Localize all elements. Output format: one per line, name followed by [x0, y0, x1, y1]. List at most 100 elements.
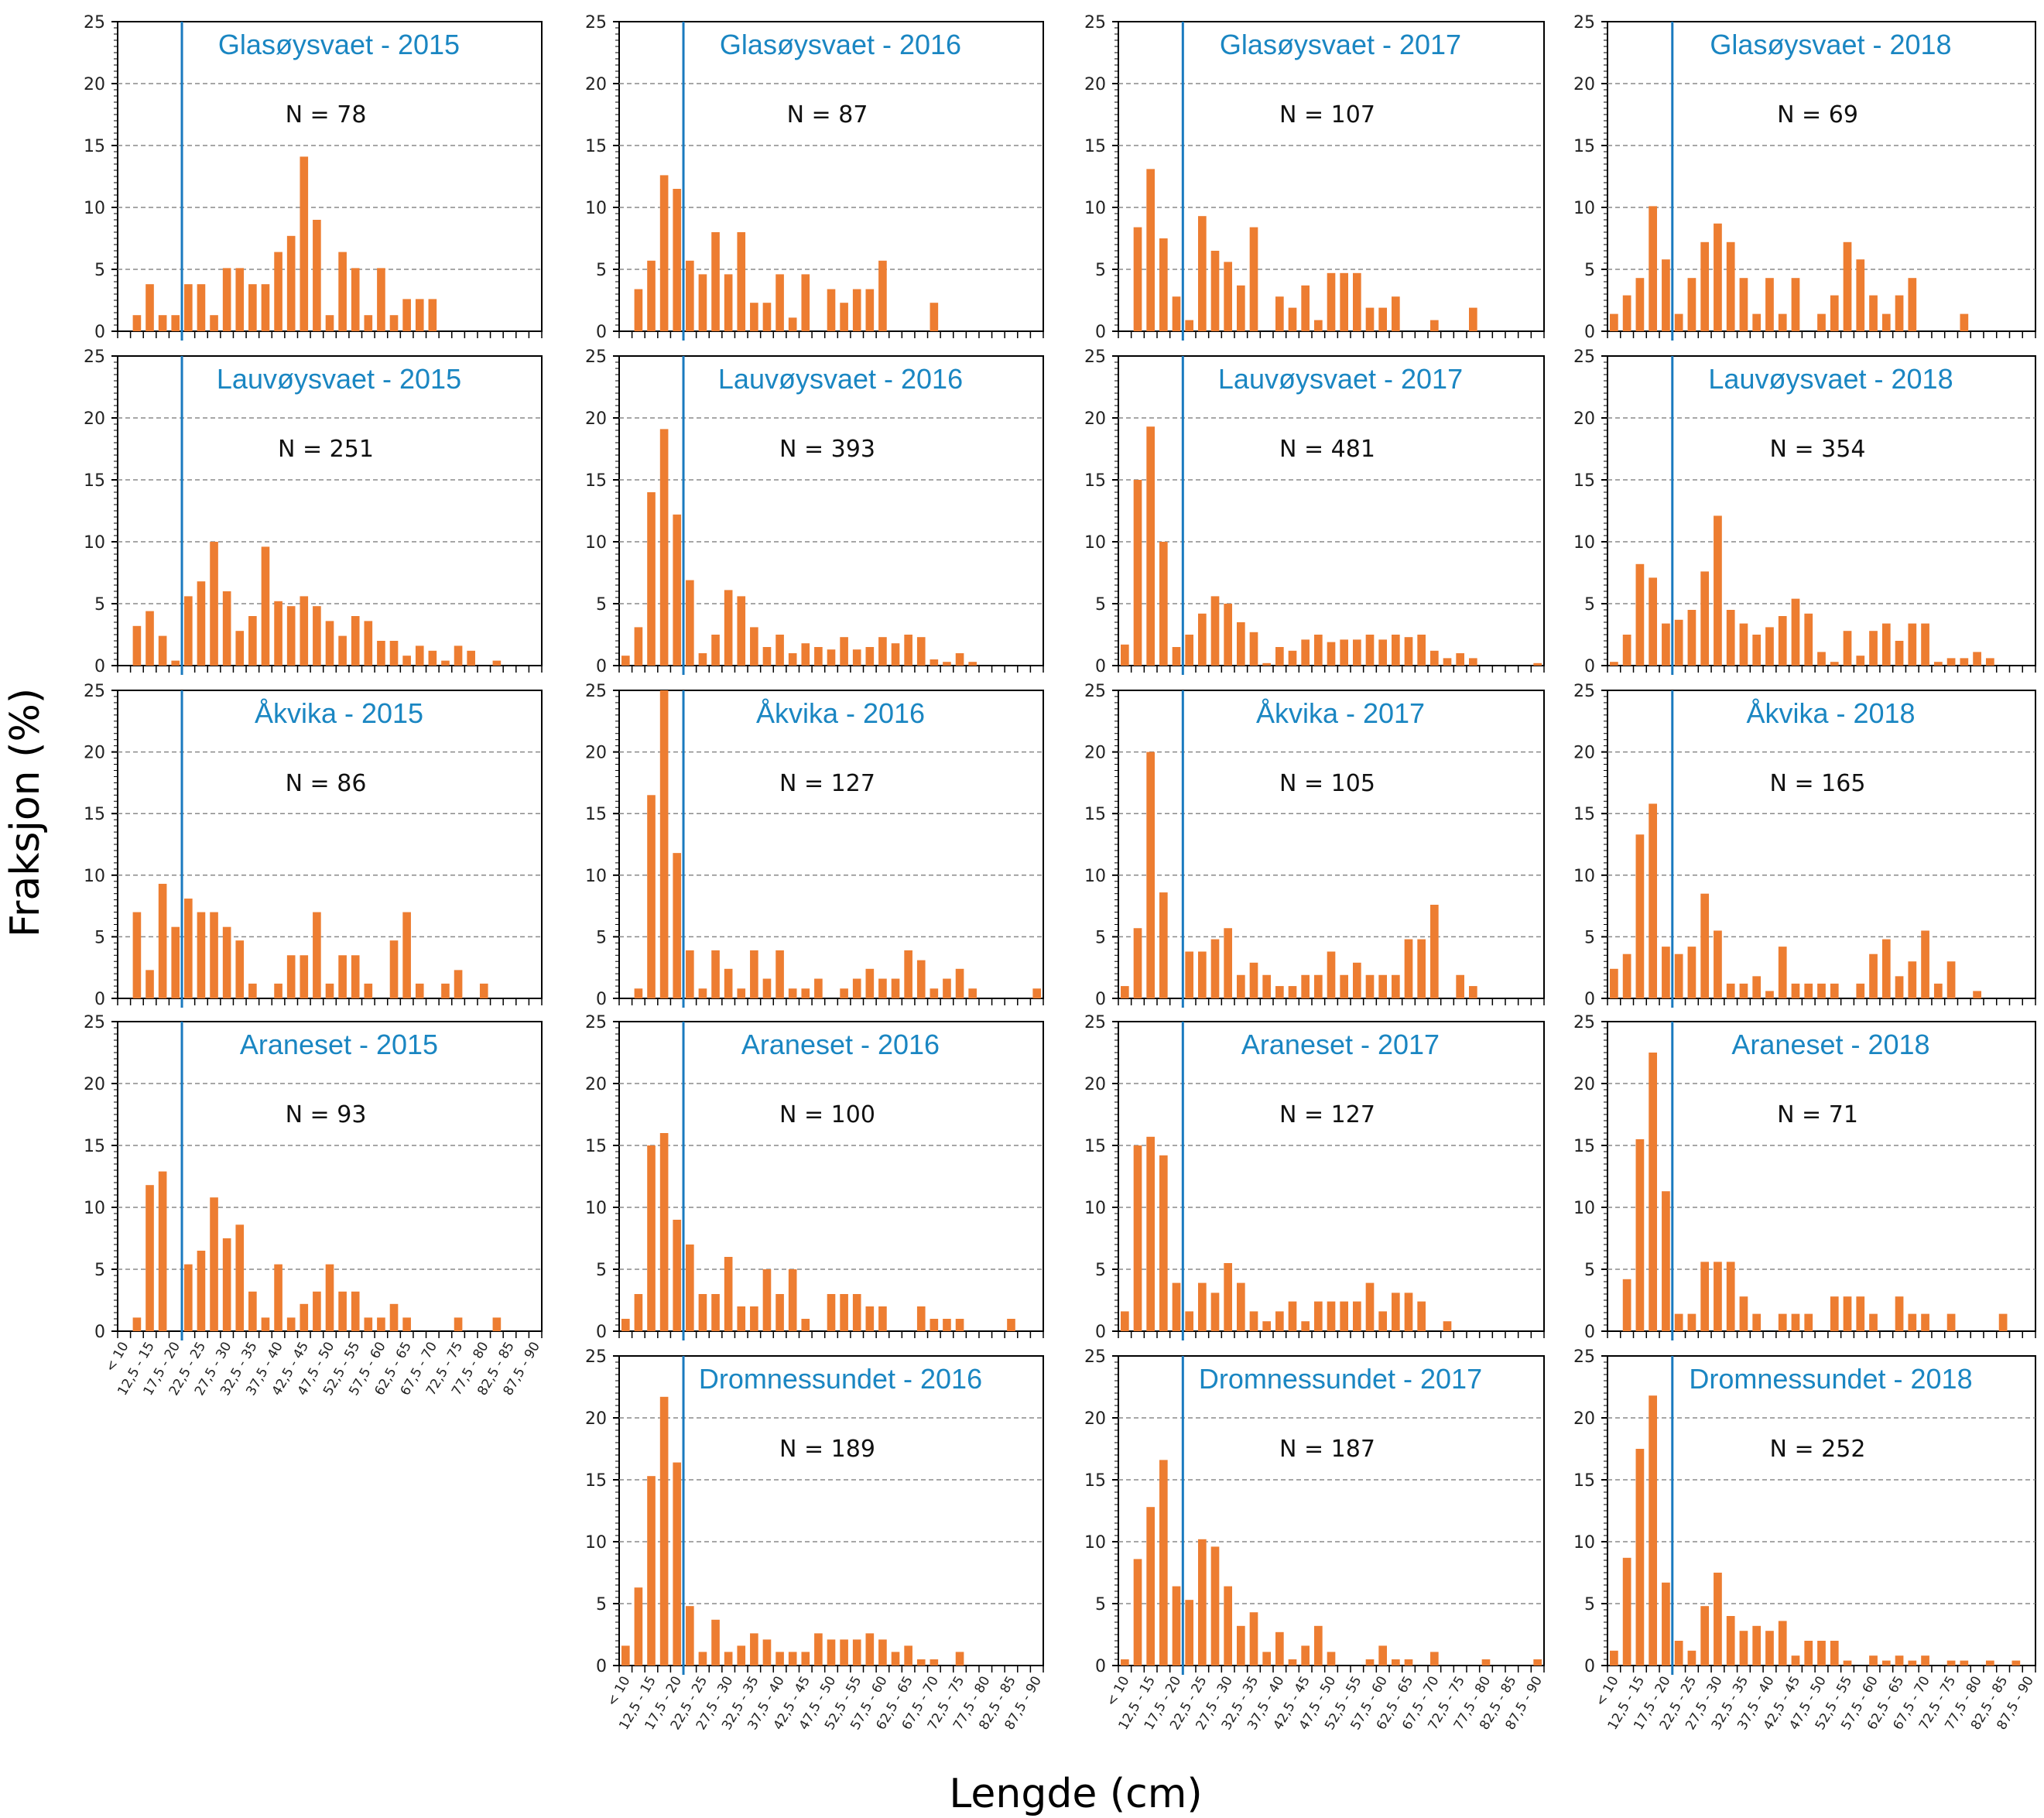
- y-tick-label: 0: [596, 657, 607, 676]
- histogram-bar: [1340, 639, 1348, 666]
- histogram-bar: [1700, 1606, 1710, 1666]
- histogram-bar: [775, 1652, 784, 1666]
- y-tick-label: 0: [596, 323, 607, 342]
- histogram-bar: [724, 590, 733, 666]
- histogram-bar: [788, 988, 797, 998]
- y-tick-label: 20: [585, 75, 607, 94]
- histogram-bar: [313, 606, 321, 666]
- histogram-bar: [389, 1303, 399, 1331]
- histogram-bar: [1301, 285, 1310, 331]
- histogram-bar: [634, 289, 643, 331]
- histogram-bar: [1674, 313, 1683, 331]
- histogram-bar: [1635, 834, 1645, 998]
- histogram-bar: [775, 635, 784, 666]
- y-tick-label: 0: [1584, 1657, 1595, 1676]
- histogram-bar: [711, 232, 720, 331]
- histogram-bar: [801, 1652, 810, 1666]
- histogram-bar: [1288, 650, 1297, 666]
- y-tick-label: 20: [1084, 75, 1106, 94]
- histogram-bar: [724, 1257, 733, 1331]
- histogram-bar: [222, 926, 231, 998]
- histogram-bar: [1622, 295, 1631, 331]
- y-tick-label: 0: [1095, 323, 1106, 342]
- histogram-bar: [1843, 1660, 1852, 1666]
- histogram-bar: [673, 1220, 682, 1331]
- panel-title: Glasøysvaet - 2015: [218, 29, 460, 60]
- histogram-bar: [415, 645, 424, 666]
- histogram-bar: [1172, 1586, 1181, 1666]
- y-tick-label: 5: [1584, 595, 1595, 615]
- sample-size-label: N = 251: [278, 436, 374, 463]
- histogram-bar: [1224, 928, 1232, 998]
- histogram-bar: [1392, 1659, 1400, 1666]
- histogram-bar: [659, 429, 669, 666]
- histogram-bar: [1340, 272, 1348, 331]
- histogram-bar: [1224, 262, 1232, 331]
- y-tick-label: 20: [585, 1409, 607, 1429]
- histogram-bar: [184, 596, 193, 666]
- histogram-bar: [313, 912, 321, 998]
- histogram-bar: [621, 656, 630, 666]
- histogram-bar: [274, 601, 282, 666]
- x-axis-label: Lengde (cm): [949, 1771, 1202, 1817]
- histogram-bar: [415, 983, 424, 998]
- histogram-bar: [1185, 951, 1193, 998]
- histogram-bar: [338, 252, 347, 331]
- histogram-bar: [621, 1645, 630, 1666]
- histogram-bar: [300, 596, 309, 666]
- histogram-panel: 0 5 10 15 20 25 Åkvika - 2015 N = 86: [84, 682, 543, 1009]
- histogram-bar: [673, 1462, 682, 1666]
- histogram-bar: [1224, 604, 1232, 666]
- histogram-bar: [1843, 1296, 1852, 1331]
- y-tick-label: 5: [596, 261, 607, 280]
- histogram-bar: [1765, 627, 1774, 666]
- histogram-bar: [1275, 986, 1284, 998]
- histogram-bar: [1198, 1282, 1207, 1331]
- histogram-bar: [930, 988, 939, 998]
- y-tick-label: 10: [84, 199, 105, 218]
- histogram-bar: [184, 899, 193, 998]
- histogram-bar: [634, 1587, 643, 1666]
- histogram-bar: [891, 978, 900, 998]
- plot-frame: [117, 21, 543, 332]
- histogram-bar: [1700, 571, 1710, 666]
- histogram-bar: [1726, 241, 1735, 331]
- y-tick-label: 10: [1573, 1199, 1595, 1218]
- histogram-bar: [467, 650, 475, 666]
- histogram-bar: [686, 1606, 694, 1666]
- histogram-bar: [1365, 635, 1375, 666]
- histogram-bar: [1739, 1296, 1748, 1331]
- histogram-bar: [801, 988, 810, 998]
- histogram-bar: [479, 983, 488, 998]
- histogram-bar: [1817, 313, 1826, 331]
- histogram-bar: [286, 1317, 296, 1331]
- histogram-bar: [1804, 983, 1813, 998]
- histogram-bar: [1237, 974, 1245, 998]
- histogram-bar: [904, 635, 912, 666]
- y-tick-label: 20: [1084, 744, 1106, 763]
- histogram-bar: [1146, 426, 1155, 666]
- histogram-bar: [737, 232, 746, 331]
- histogram-bar: [1908, 278, 1917, 331]
- histogram-bar: [1869, 1313, 1878, 1331]
- histogram-bar: [1752, 313, 1762, 331]
- histogram-bar: [1921, 623, 1929, 666]
- sample-size-label: N = 78: [286, 101, 367, 128]
- histogram-bar: [1392, 974, 1400, 998]
- histogram-bar: [428, 650, 437, 666]
- histogram-bar: [1765, 278, 1774, 331]
- histogram-bar: [1262, 662, 1271, 666]
- histogram-bar: [222, 1238, 231, 1331]
- histogram-bar: [634, 1294, 643, 1331]
- histogram-panel: 0 5 10 15 20 25 Glasøysvaet - 2017 N = 107: [1084, 13, 1545, 342]
- histogram-bar: [1985, 658, 1994, 666]
- histogram-bar: [1469, 986, 1477, 998]
- histogram-bar: [1739, 983, 1748, 998]
- histogram-bar: [1249, 1311, 1258, 1331]
- histogram-bar: [1635, 1139, 1645, 1331]
- histogram-bar: [878, 637, 887, 666]
- histogram-bar: [222, 591, 231, 666]
- histogram-bar: [930, 1319, 939, 1331]
